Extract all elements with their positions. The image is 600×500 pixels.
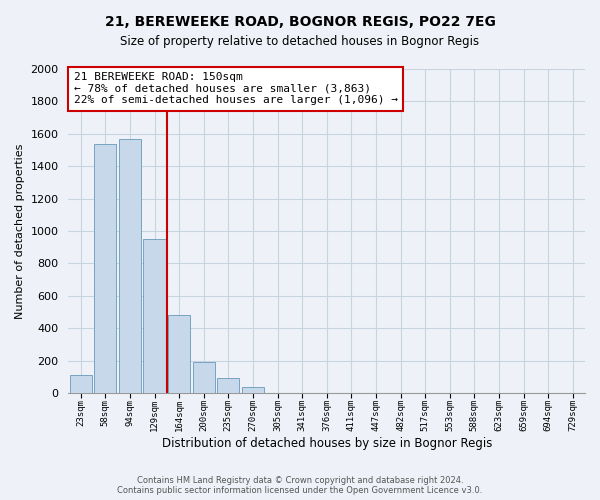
Y-axis label: Number of detached properties: Number of detached properties xyxy=(15,144,25,318)
Bar xyxy=(119,138,141,393)
Text: 21, BEREWEEKE ROAD, BOGNOR REGIS, PO22 7EG: 21, BEREWEEKE ROAD, BOGNOR REGIS, PO22 7… xyxy=(104,15,496,29)
Text: 21 BEREWEEKE ROAD: 150sqm
← 78% of detached houses are smaller (3,863)
22% of se: 21 BEREWEEKE ROAD: 150sqm ← 78% of detac… xyxy=(74,72,398,106)
Text: Contains HM Land Registry data © Crown copyright and database right 2024.
Contai: Contains HM Land Registry data © Crown c… xyxy=(118,476,482,495)
Bar xyxy=(193,362,215,393)
Bar xyxy=(168,315,190,393)
Bar xyxy=(217,378,239,393)
X-axis label: Distribution of detached houses by size in Bognor Regis: Distribution of detached houses by size … xyxy=(161,437,492,450)
Bar xyxy=(242,388,264,393)
Bar xyxy=(94,144,116,393)
Bar xyxy=(143,239,166,393)
Text: Size of property relative to detached houses in Bognor Regis: Size of property relative to detached ho… xyxy=(121,35,479,48)
Bar xyxy=(70,375,92,393)
